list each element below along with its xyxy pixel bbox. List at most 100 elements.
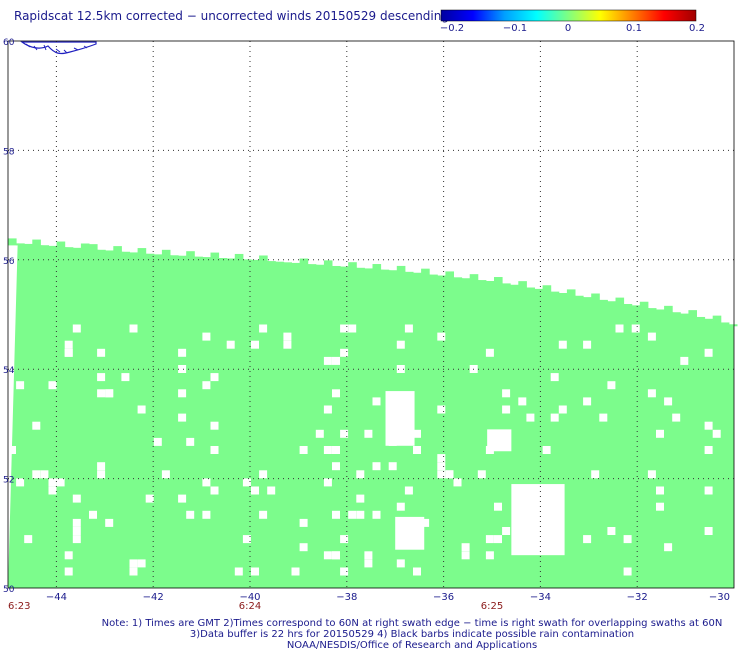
missing-data-cell [485,535,494,544]
missing-data-cell [356,510,365,519]
missing-data-cell [251,567,259,576]
swath-edge-cell [137,248,147,256]
missing-data-cell [477,470,486,479]
missing-data-cell [32,421,41,430]
y-tick-label: 54 [3,366,15,376]
missing-data-cell [129,559,138,568]
missing-data-cell [542,446,551,454]
missing-data-cell [105,518,114,527]
swath-edge-cell [485,280,495,283]
swath-edge-cell [558,293,568,296]
missing-data-cell [340,535,349,544]
missing-data-cell [299,446,308,454]
plot-frame [7,40,735,589]
missing-data-cell [485,446,494,454]
swath-edge-cell [728,324,738,327]
missing-data-cell [631,324,640,333]
missing-data-cell [234,567,243,576]
swath-edge-cell [16,243,25,246]
missing-data-cell [323,446,332,454]
swath-edge-cell [696,316,706,319]
colorbar-tick-label: 0.1 [626,23,642,34]
missing-data-cell [656,429,664,438]
swath-edge-cell [242,259,252,262]
swath-edge-cell [453,277,463,280]
swath-edge-cell [704,318,714,321]
swath-edge-cell [712,315,722,323]
missing-data-cell [202,478,211,487]
swath-edge-cell [388,270,398,273]
missing-data-cell [251,486,259,495]
missing-data-cell [656,502,664,511]
missing-data-cell [704,348,713,357]
missing-data-cell [323,551,332,560]
swath-edge-cell [437,275,446,278]
missing-data-cell [615,324,624,333]
missing-data-cell [64,551,73,560]
colorbar-tick-label: −0.2 [440,23,464,34]
missing-data-cell [178,413,187,422]
swath-edge-cell [510,284,519,287]
x-tick-label: −32 [627,592,648,603]
x-tick-label: −36 [433,592,454,603]
swath-edge-cell [461,278,471,281]
missing-data-cell [364,551,373,560]
swath-edge-cell [299,258,309,266]
missing-data-cell [656,486,664,495]
swath-edge-cell [421,268,430,276]
swath-edge-cell [396,265,406,273]
missing-data-cell [396,502,405,511]
missing-data-cell [72,535,81,544]
missing-data-cell [291,567,300,576]
missing-data-cell [332,446,340,454]
missing-data-cell [526,413,535,422]
missing-data-cell [210,421,219,430]
missing-data-cell [485,551,494,560]
missing-data-cell [202,381,211,390]
missing-data-cell [210,486,219,495]
missing-data-cell [680,356,689,365]
missing-data-cell [64,348,73,357]
missing-data-cell [647,470,656,479]
swath-edge-cell [8,238,17,246]
missing-data-cell [40,470,49,479]
missing-data-cell [72,527,81,535]
swath-edge-cell [502,283,511,286]
missing-data-cell [178,365,187,373]
missing-data-cell [267,486,276,495]
missing-data-cell [161,470,170,479]
missing-data-cell [121,373,130,382]
missing-data-cell [348,324,357,333]
missing-data-cell [712,429,721,438]
swath-edge-cell [24,243,33,246]
missing-data-cell [24,535,33,544]
missing-data-cell [97,348,106,357]
missing-data-cell [178,389,187,398]
missing-data-cell [704,486,713,495]
swath-edge-cell [688,310,697,318]
missing-data-cell [607,527,616,535]
missing-data-cell [437,405,446,414]
missing-data-cell [372,462,381,471]
missing-data-cell [356,470,365,479]
missing-data-cell [583,340,592,349]
swath-edge-cell [291,262,301,265]
missing-data-cell [56,478,65,487]
missing-data-cell [558,340,567,349]
swath-edge-cell [178,255,187,258]
missing-data-cell [372,397,381,406]
missing-data-cell [413,446,421,454]
swath-edge-cell [145,253,155,256]
x-tick-label: −42 [143,592,164,603]
missing-data-cell [437,332,446,341]
missing-data-cell [704,421,713,430]
missing-data-cell [332,389,340,398]
y-tick-label: 52 [3,476,14,486]
missing-data-cell [494,502,502,511]
swath-edge-cell [40,245,49,248]
swath-edge-cell [494,277,503,285]
time-label: 6:24 [239,601,261,612]
missing-data-cell [259,510,268,519]
swath-edge-cell [202,257,211,260]
swath-edge-cell [680,313,689,316]
